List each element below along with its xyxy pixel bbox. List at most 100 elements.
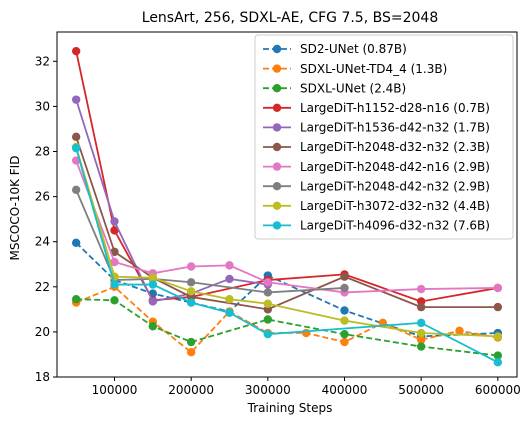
legend-item-3: LargeDiT-h1152-d28-n16 (0.7B) [263,101,490,115]
series-line-3 [75,50,498,303]
legend-marker [272,201,282,210]
data-point [71,295,81,304]
legend: SD2-UNet (0.87B) SDXL-UNet-TD4_4 (1.3B) SD… [254,34,514,240]
x-tick-label: 100000 [92,383,138,397]
legend-label: SD2-UNet (0.87B) [300,42,407,56]
data-point [416,284,426,294]
legend-label: LargeDiT-h3072-d32-n32 (4.4B) [300,199,490,213]
data-point [263,315,273,324]
plot-layer [71,46,503,367]
data-point [186,298,196,307]
data-point [416,302,426,312]
data-point [493,283,503,293]
legend-item-8: LargeDiT-h3072-d32-n32 (4.4B) [263,199,490,213]
y-tick-label: 30 [35,99,50,113]
y-tick-label: 18 [35,370,50,384]
data-point [416,328,426,338]
data-point [493,358,503,367]
data-point [186,278,196,287]
y-tick-label: 22 [35,280,50,294]
legend-marker [272,123,282,132]
data-point [340,283,349,293]
data-point [416,342,426,351]
series-9 [71,143,503,367]
series-1 [71,282,503,357]
x-tick-label: 500000 [398,383,444,397]
data-point [71,238,81,248]
legend-marker [272,64,282,73]
axes-layer: 100000 200000 300000 400000 500000 600000 18 20… [35,31,521,397]
data-point [71,95,81,104]
data-point [225,274,234,284]
data-point [71,185,81,195]
series-line-9 [75,147,499,364]
data-point [110,226,119,235]
y-axis-label: MSCOCO-10K FID [8,156,22,261]
legend-label: LargeDiT-h1152-d28-n16 (0.7B) [300,101,490,115]
legend-label: LargeDiT-h1536-d42-n32 (1.7B) [300,121,490,135]
data-point [455,326,464,335]
data-point [148,297,158,306]
data-point [148,322,158,331]
chart-title: LensArt, 256, SDXL-AE, CFG 7.5, BS=2048 [142,10,438,26]
series-6 [71,156,503,297]
data-point [71,143,81,153]
data-point [340,329,349,339]
legend-item-4: LargeDiT-h1536-d42-n32 (1.7B) [263,121,490,135]
data-point [71,132,81,142]
legend-label: LargeDiT-h2048-d42-n32 (2.9B) [300,179,490,193]
data-point [340,272,349,281]
data-point [416,335,426,344]
legend-box [254,34,514,240]
x-tick-label: 200000 [168,383,214,397]
x-tick-label: 600000 [475,383,521,397]
data-point [340,337,349,347]
data-point [493,302,503,312]
data-point [263,329,273,339]
data-point [225,261,234,270]
series-line-4 [75,99,268,303]
data-point [186,348,196,357]
legend-marker [272,103,282,113]
legend-label: LargeDiT-h2048-d32-n32 (2.3B) [300,140,490,154]
x-tick-label: 300000 [245,383,291,397]
axes-frame [56,31,518,378]
data-point [148,280,158,289]
data-point [186,287,196,296]
data-point [148,273,158,282]
y-tick-label: 20 [35,325,50,339]
legend-item-5: LargeDiT-h2048-d32-n32 (2.3B) [263,140,490,154]
y-tick-label: 24 [35,235,50,249]
legend-item-6: LargeDiT-h2048-d42-n16 (2.9B) [263,160,490,174]
legend-label: SDXL-UNet-TD4_4 (1.3B) [300,62,447,76]
x-tick-label: 400000 [322,383,368,397]
legend-item-2: SDXL-UNet (2.4B) [263,81,406,95]
legend-label: LargeDiT-h2048-d42-n16 (2.9B) [300,160,490,174]
legend-item-9: LargeDiT-h4096-d32-n32 (7.6B) [263,219,490,233]
series-line-1 [75,285,498,354]
legend-marker [272,84,282,93]
data-point [110,217,119,226]
legend-item-7: LargeDiT-h2048-d42-n32 (2.9B) [263,179,490,193]
legend-marker [272,162,282,171]
series-4 [71,95,273,306]
y-tick-label: 26 [35,190,50,204]
legend-marker [272,142,282,152]
legend-label: SDXL-UNet (2.4B) [300,81,406,95]
data-point [110,280,119,289]
data-point [340,316,349,325]
data-point [186,262,196,271]
series-line-2 [76,298,498,357]
legend-marker [272,182,282,191]
series-2 [71,295,503,360]
data-point [263,278,273,287]
data-point [110,257,119,267]
data-point [340,306,349,315]
legend-marker [272,44,282,54]
data-point [110,296,119,305]
data-point [416,318,426,328]
data-point [186,337,196,347]
legend-label: LargeDiT-h4096-d32-n32 (7.6B) [300,219,490,233]
y-tick-label: 32 [35,54,50,68]
